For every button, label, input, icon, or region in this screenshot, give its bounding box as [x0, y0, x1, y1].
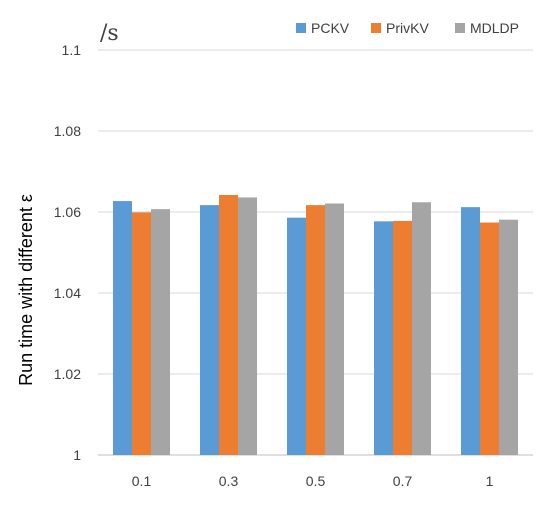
bar-pckv-0.5 [287, 217, 306, 455]
x-tick-label: 1 [486, 473, 494, 489]
bar-privkv-0.1 [132, 212, 151, 455]
legend-label-mdldp: MDLDP [470, 20, 519, 36]
bar-mdldp-0.5 [325, 203, 344, 455]
y-tick-label: 1.04 [54, 285, 81, 301]
legend-label-privkv: PrivKV [386, 20, 429, 36]
y-axis-ticks: 1 1.02 1.04 1.06 1.08 1.1 [54, 42, 81, 463]
bar-mdldp-0.1 [151, 209, 170, 455]
x-tick-label: 0.5 [306, 473, 326, 489]
bar-privkv-0.7 [393, 220, 412, 455]
bar-pckv-1 [461, 207, 480, 455]
y-tick-label: 1.06 [54, 204, 81, 220]
x-tick-label: 0.1 [132, 473, 152, 489]
bar-privkv-0.3 [219, 194, 238, 456]
bar-pckv-0.1 [113, 201, 132, 455]
y-tick-label: 1 [73, 447, 81, 463]
bar-privkv-0.5 [306, 205, 325, 455]
legend: PCKV PrivKV MDLDP [296, 20, 519, 36]
bar-mdldp-0.3 [238, 197, 257, 456]
bar-privkv-1 [480, 222, 499, 455]
y-axis-title: Run time with different ε [16, 194, 36, 386]
y-tick-label: 1.02 [54, 366, 81, 382]
legend-swatch-mdldp [455, 23, 465, 33]
x-tick-label: 0.7 [393, 473, 413, 489]
bars [113, 194, 518, 456]
bar-mdldp-0.7 [412, 202, 431, 455]
legend-swatch-pckv [296, 23, 306, 33]
x-tick-label: 0.3 [219, 473, 239, 489]
bar-pckv-0.7 [374, 221, 393, 455]
bar-mdldp-1 [499, 219, 518, 455]
unit-label: /s [100, 21, 119, 46]
bar-pckv-0.3 [200, 205, 219, 455]
legend-swatch-privkv [371, 23, 381, 33]
y-tick-label: 1.08 [54, 123, 81, 139]
y-tick-label: 1.1 [62, 42, 82, 58]
legend-label-pckv: PCKV [311, 20, 350, 36]
x-axis-ticks: 0.1 0.3 0.5 0.7 1 [132, 473, 494, 489]
